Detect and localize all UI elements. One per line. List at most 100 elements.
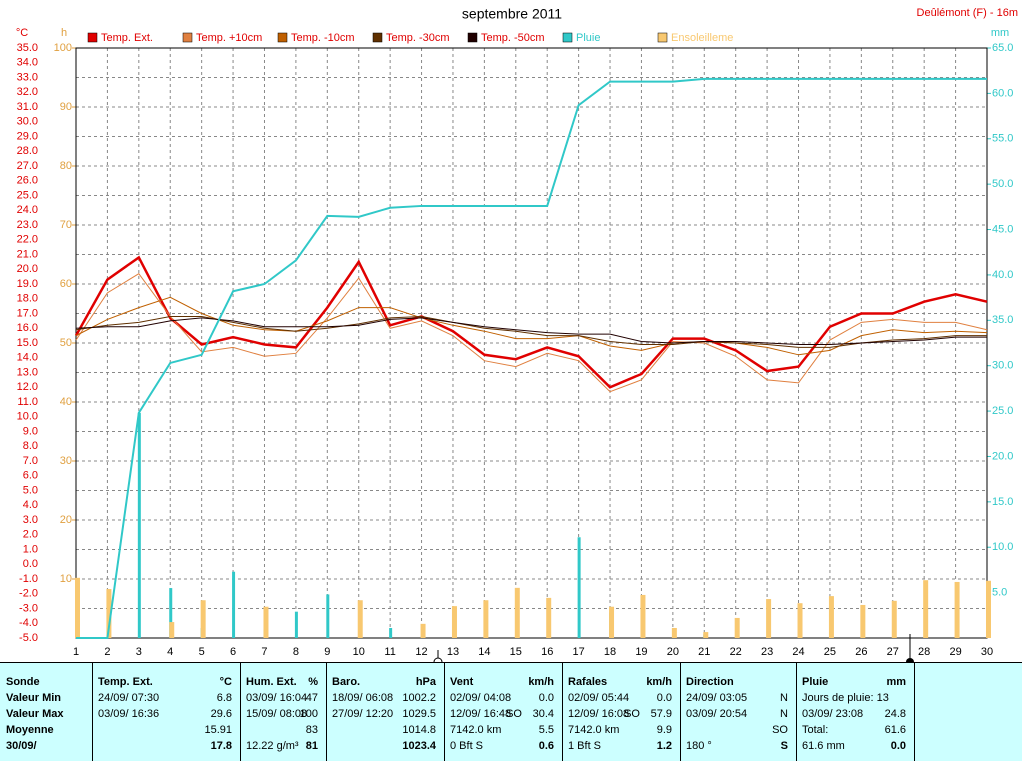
series-line bbox=[76, 77, 987, 639]
y2-tick-label: 30.0 bbox=[992, 360, 1013, 372]
column-unit: km/h bbox=[528, 676, 554, 688]
column-unit: hPa bbox=[415, 676, 436, 688]
y2-tick-label: 55.0 bbox=[992, 133, 1013, 145]
x-tick-label: 14 bbox=[478, 646, 490, 658]
column-rule bbox=[562, 663, 563, 761]
cell-text: 03/09/ 16:36 bbox=[98, 708, 160, 720]
legend-swatch bbox=[467, 32, 478, 43]
x-tick-label: 7 bbox=[261, 646, 267, 658]
h-tick-label: 90 bbox=[60, 101, 72, 113]
h-tick-label: 80 bbox=[60, 160, 72, 172]
cell-text: 12/09/ 16:48 bbox=[450, 708, 512, 720]
cell-value: 0.0 bbox=[538, 692, 554, 704]
cell-text: 180 ° bbox=[686, 740, 712, 752]
x-tick-label: 12 bbox=[415, 646, 427, 658]
cell-text: 03/09/ 23:08 bbox=[802, 708, 864, 720]
sun-bar bbox=[797, 603, 803, 638]
h-tick-label: 70 bbox=[60, 219, 72, 231]
legend-label: Temp. Ext. bbox=[101, 32, 153, 44]
cell-value: N bbox=[780, 692, 788, 704]
sun-bar bbox=[546, 597, 552, 638]
row-label: Valeur Max bbox=[6, 708, 64, 720]
y-tick-label: 22.0 bbox=[17, 234, 38, 246]
rain-bar bbox=[169, 588, 173, 638]
y-tick-label: 13.0 bbox=[17, 366, 38, 378]
x-tick-label: 17 bbox=[572, 646, 584, 658]
series-line bbox=[75, 296, 988, 356]
column-unit: km/h bbox=[646, 676, 672, 688]
x-tick-label: 24 bbox=[792, 646, 804, 658]
y-tick-label: 25.0 bbox=[17, 189, 38, 201]
x-tick-label: 16 bbox=[541, 646, 553, 658]
sun-bar bbox=[263, 606, 269, 638]
row-label: 30/09/ bbox=[6, 740, 37, 752]
sun-bar bbox=[609, 606, 615, 638]
sun-bar bbox=[640, 594, 646, 638]
cell-value: 5.5 bbox=[538, 724, 554, 736]
sun-bar bbox=[169, 622, 175, 638]
x-tick-label: 21 bbox=[698, 646, 710, 658]
column-rule bbox=[680, 663, 681, 761]
column-rule bbox=[326, 663, 327, 761]
series-line bbox=[74, 255, 988, 389]
x-tick-label: 19 bbox=[635, 646, 647, 658]
y-tick-label: 14.0 bbox=[17, 352, 38, 364]
y-tick-label: 17.0 bbox=[17, 307, 38, 319]
chart-title: septembre 2011 bbox=[462, 6, 562, 22]
x-tick-label: 6 bbox=[230, 646, 236, 658]
y2-tick-label: 25.0 bbox=[992, 405, 1013, 417]
column-header: Rafales bbox=[568, 676, 608, 688]
cell-text: SO bbox=[506, 708, 522, 720]
y-tick-label: 9.0 bbox=[23, 425, 38, 437]
column-unit: % bbox=[308, 676, 318, 688]
cell-text: 27/09/ 12:20 bbox=[332, 708, 394, 720]
column-rule bbox=[796, 663, 797, 761]
legend-label: Temp. -50cm bbox=[481, 32, 545, 44]
cell-text: Total: bbox=[802, 724, 829, 736]
cell-value: 1014.8 bbox=[402, 724, 436, 736]
column-unit: mm bbox=[886, 676, 906, 688]
x-tick-label: 26 bbox=[855, 646, 867, 658]
y-tick-label: 26.0 bbox=[17, 175, 38, 187]
rain-bar bbox=[137, 412, 141, 638]
legend-label: Temp. +10cm bbox=[196, 32, 262, 44]
cell-value: 100 bbox=[299, 708, 318, 720]
y-tick-label: -5.0 bbox=[19, 632, 38, 644]
sun-bar bbox=[734, 617, 740, 638]
cell-text: SO bbox=[624, 708, 640, 720]
sun-bar bbox=[75, 577, 80, 638]
x-tick-label: 2 bbox=[104, 646, 110, 658]
cell-value: 6.8 bbox=[216, 692, 232, 704]
sun-bar bbox=[954, 581, 960, 638]
x-tick-label: 30 bbox=[981, 646, 993, 658]
y-tick-label: 35.0 bbox=[17, 42, 38, 54]
cell-value: 0.0 bbox=[890, 740, 906, 752]
y2-tick-label: 20.0 bbox=[992, 450, 1013, 462]
cell-text: 15/09/ 08:08 bbox=[246, 708, 308, 720]
y-tick-label: 5.0 bbox=[23, 484, 38, 496]
cell-text: 03/09/ 16:04 bbox=[246, 692, 308, 704]
cell-value: 57.9 bbox=[650, 708, 672, 720]
column-header: Baro. bbox=[332, 676, 361, 688]
y-tick-label: 8.0 bbox=[23, 440, 38, 452]
column-rule bbox=[92, 663, 93, 761]
y-tick-label: -4.0 bbox=[19, 617, 38, 629]
legend-swatch bbox=[657, 32, 668, 43]
legend-label: Pluie bbox=[576, 32, 600, 44]
y-tick-label: 28.0 bbox=[17, 145, 38, 157]
cell-text: 7142.0 km bbox=[568, 724, 620, 736]
cell-value: 1.2 bbox=[656, 740, 672, 752]
h-tick-label: 60 bbox=[60, 278, 72, 290]
h-tick-label: 20 bbox=[60, 514, 72, 526]
y2-unit: mm bbox=[991, 27, 1009, 39]
y-tick-label: 27.0 bbox=[17, 160, 38, 172]
x-tick-label: 15 bbox=[510, 646, 522, 658]
x-tick-label: 20 bbox=[667, 646, 679, 658]
cell-value: 1002.2 bbox=[402, 692, 436, 704]
column-header: Vent bbox=[450, 676, 474, 688]
y-tick-label: 15.0 bbox=[17, 337, 38, 349]
y-tick-label: 34.0 bbox=[17, 57, 38, 69]
y-tick-label: 23.0 bbox=[17, 219, 38, 231]
cell-value: 30.4 bbox=[532, 708, 554, 720]
cell-text: 24/09/ 07:30 bbox=[98, 692, 160, 704]
